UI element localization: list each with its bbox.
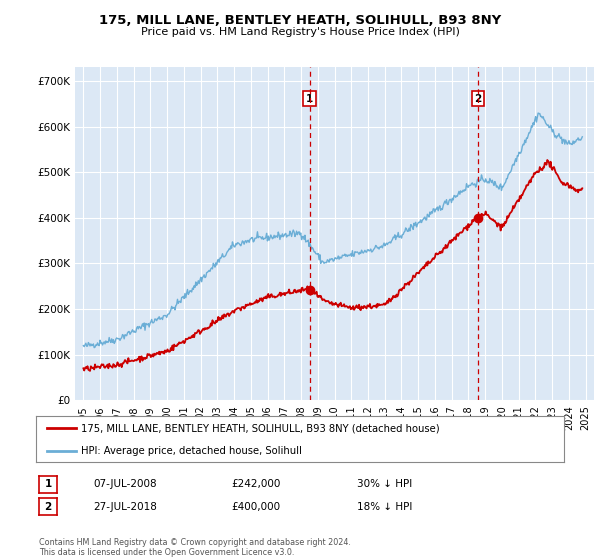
Text: £400,000: £400,000 [231,502,280,512]
Text: £242,000: £242,000 [231,479,280,489]
Text: 175, MILL LANE, BENTLEY HEATH, SOLIHULL, B93 8NY (detached house): 175, MILL LANE, BENTLEY HEATH, SOLIHULL,… [81,423,440,433]
Text: 27-JUL-2018: 27-JUL-2018 [93,502,157,512]
Text: 1: 1 [306,94,313,104]
Text: HPI: Average price, detached house, Solihull: HPI: Average price, detached house, Soli… [81,446,302,455]
Text: 30% ↓ HPI: 30% ↓ HPI [357,479,412,489]
Text: 07-JUL-2008: 07-JUL-2008 [93,479,157,489]
Text: 2: 2 [44,502,52,512]
Text: 1: 1 [44,479,52,489]
Text: 18% ↓ HPI: 18% ↓ HPI [357,502,412,512]
Text: Price paid vs. HM Land Registry's House Price Index (HPI): Price paid vs. HM Land Registry's House … [140,27,460,37]
Text: 2: 2 [475,94,482,104]
Text: 175, MILL LANE, BENTLEY HEATH, SOLIHULL, B93 8NY: 175, MILL LANE, BENTLEY HEATH, SOLIHULL,… [99,14,501,27]
Text: Contains HM Land Registry data © Crown copyright and database right 2024.
This d: Contains HM Land Registry data © Crown c… [39,538,351,557]
